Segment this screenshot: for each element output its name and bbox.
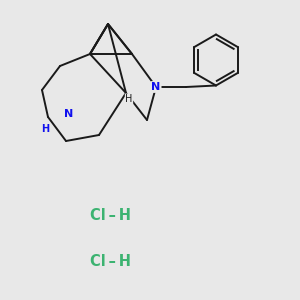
Text: N: N	[64, 109, 74, 119]
Text: N: N	[152, 82, 160, 92]
Text: Cl – H: Cl – H	[91, 208, 131, 224]
Text: H: H	[125, 94, 133, 104]
Text: Cl – H: Cl – H	[91, 254, 131, 268]
Text: H: H	[41, 124, 49, 134]
